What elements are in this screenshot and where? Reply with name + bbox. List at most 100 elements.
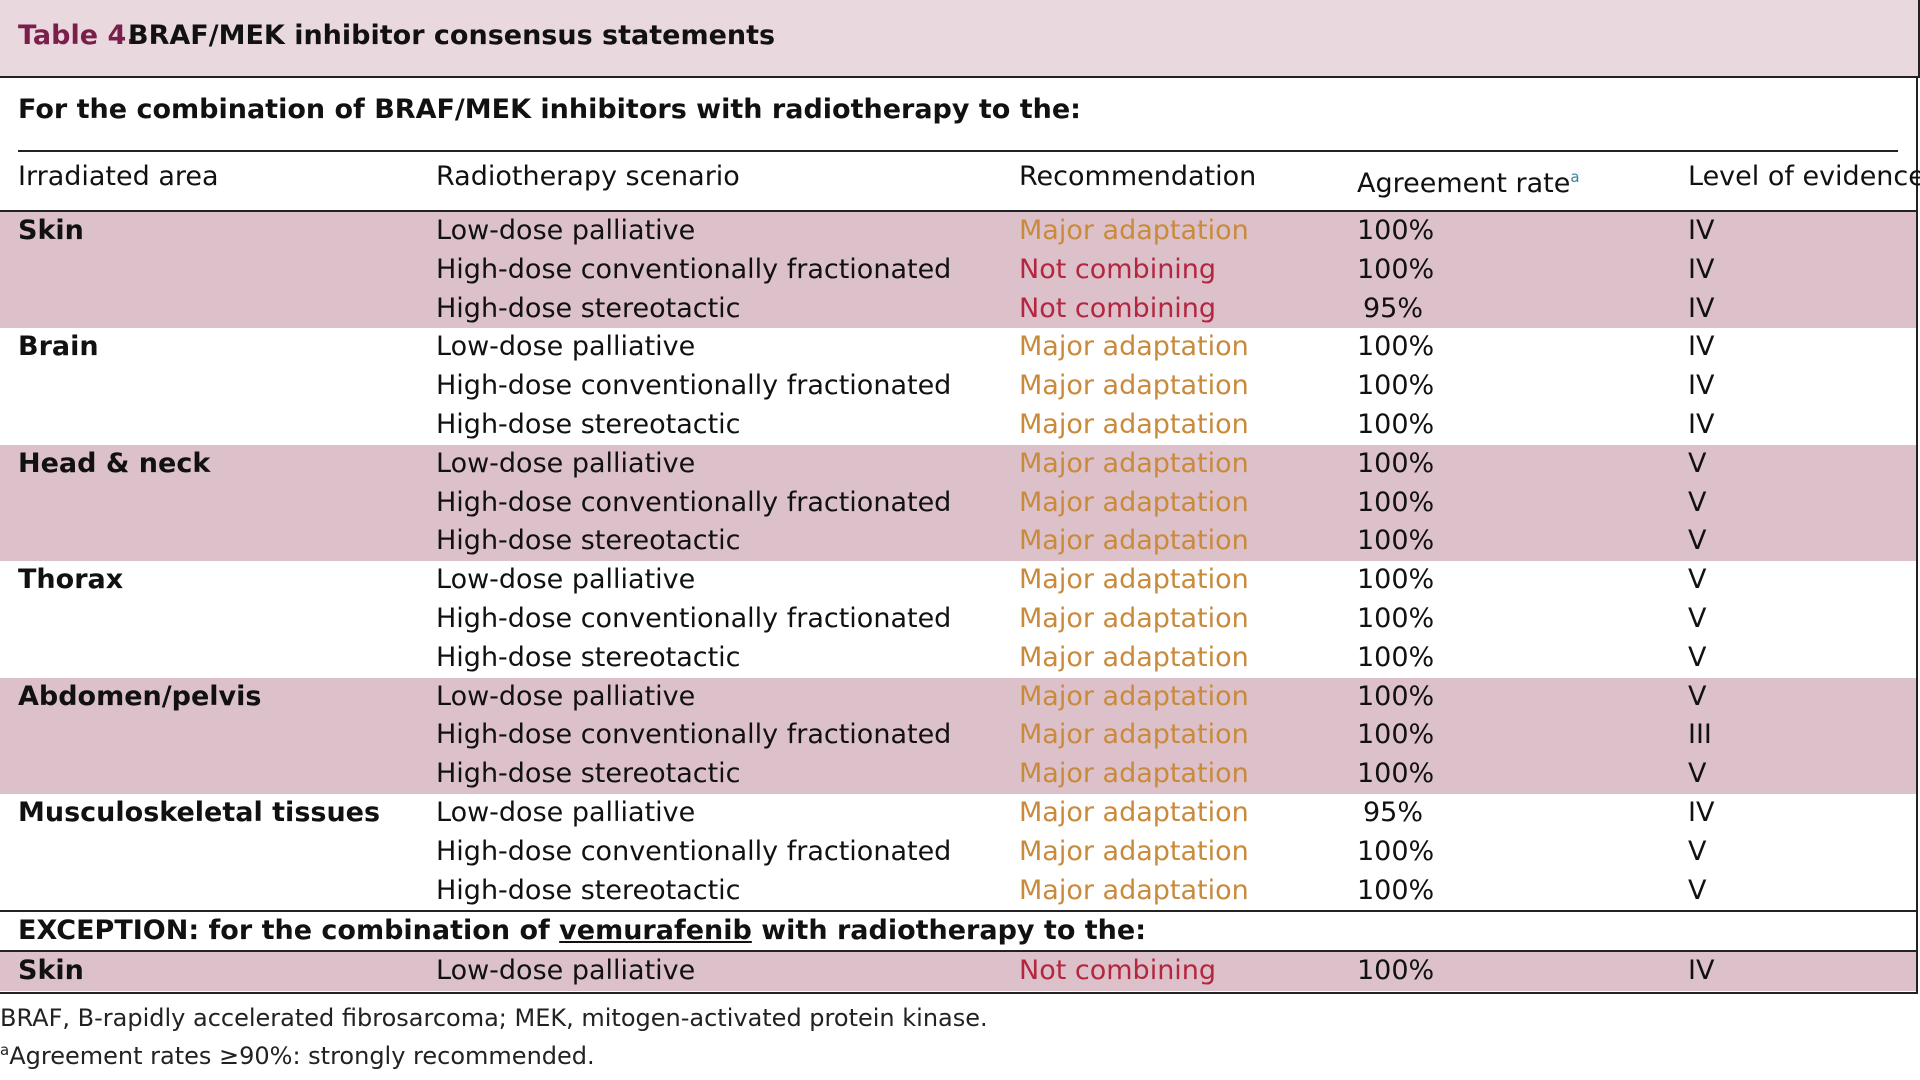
scenario: High-dose conventionally fractionated — [436, 253, 952, 285]
row-group: Brain Low-dose palliative Major adaptation… — [0, 328, 1916, 444]
agreement-rate: 100% — [1357, 486, 1435, 518]
scenario: High-dose stereotactic — [436, 292, 741, 324]
recommendation: Major adaptation — [1019, 564, 1249, 596]
agreement-rate: 95% — [1362, 797, 1423, 828]
recommendation: Major adaptation — [1019, 874, 1249, 906]
section-heading: For the combination of BRAF/MEK inhibito… — [18, 94, 1081, 125]
scenario: High-dose stereotactic — [436, 408, 741, 440]
evidence-level: V — [1688, 486, 1707, 518]
evidence-level: V — [1688, 874, 1707, 906]
title-bar: Table 4. BRAF/MEK inhibitor consensus st… — [0, 0, 1920, 78]
agreement-rate: 100% — [1357, 253, 1435, 285]
evidence-level: IV — [1688, 331, 1715, 363]
table: For the combination of BRAF/MEK inhibito… — [0, 78, 1920, 994]
scenario: Low-dose palliative — [436, 564, 696, 596]
recommendation: Not combining — [1019, 955, 1217, 987]
scenario: High-dose conventionally fractionated — [436, 370, 952, 402]
recommendation: Major adaptation — [1019, 447, 1249, 479]
recommendation: Major adaptation — [1019, 797, 1249, 828]
scenario: Low-dose palliative — [436, 447, 696, 479]
scenario: Low-dose palliative — [436, 680, 696, 712]
irradiated-area: Skin — [18, 955, 84, 987]
rule — [0, 910, 1916, 913]
evidence-level: III — [1688, 719, 1712, 751]
irradiated-area: Musculoskeletal tissues — [18, 797, 381, 828]
agreement-rate: 100% — [1357, 680, 1435, 712]
evidence-level: V — [1688, 564, 1707, 596]
agreement-rate: 100% — [1357, 758, 1435, 790]
evidence-level: IV — [1688, 253, 1715, 285]
scenario: Low-dose palliative — [436, 331, 696, 363]
recommendation: Major adaptation — [1019, 486, 1249, 518]
table-title: BRAF/MEK inhibitor consensus statements — [128, 20, 776, 51]
irradiated-area: Head & neck — [18, 447, 211, 479]
agreement-rate: 100% — [1357, 525, 1435, 557]
scenario: High-dose stereotactic — [436, 525, 741, 557]
irradiated-area: Skin — [18, 215, 84, 246]
evidence-level: IV — [1688, 955, 1715, 987]
agreement-rate: 100% — [1357, 370, 1435, 402]
recommendation: Major adaptation — [1019, 215, 1249, 246]
scenario: High-dose conventionally fractionated — [436, 486, 952, 518]
recommendation: Not combining — [1019, 292, 1217, 324]
evidence-level: IV — [1688, 408, 1715, 440]
row-group: Abdomen/pelvis Low-dose palliative Major a… — [0, 677, 1916, 794]
scenario: High-dose conventionally fractionated — [436, 719, 952, 751]
footnote-text: BRAF, B-rapidly accelerated fibrosarcoma… — [0, 1004, 988, 1032]
table-label: Table 4. — [18, 20, 137, 51]
recommendation: Major adaptation — [1019, 525, 1249, 557]
footnote-text: Agreement rates ≥90%: strongly recommend… — [9, 1042, 595, 1070]
rule — [0, 950, 1916, 953]
evidence-level: IV — [1688, 797, 1715, 828]
exception-heading: EXCEPTION: for the combination of vemura… — [18, 912, 1146, 950]
rule — [0, 210, 1916, 212]
agreement-rate: 95% — [1362, 292, 1423, 324]
scenario: Low-dose palliative — [436, 797, 696, 828]
recommendation: Major adaptation — [1019, 602, 1249, 634]
scenario: High-dose conventionally fractionated — [436, 835, 952, 867]
heading-part: EXCEPTION: for the combination of — [18, 915, 560, 947]
footnote: BRAF, B-rapidly accelerated fibrosarcoma… — [0, 1004, 988, 1032]
footnote-mark: a — [1570, 168, 1580, 186]
irradiated-area: Abdomen/pelvis — [18, 680, 262, 712]
agreement-rate: 100% — [1357, 331, 1435, 363]
recommendation: Major adaptation — [1019, 758, 1249, 790]
row-group: Skin Low-dose palliative Major adaptation 1… — [0, 212, 1916, 329]
irradiated-area: Brain — [18, 331, 99, 363]
recommendation: Major adaptation — [1019, 370, 1249, 402]
heading-part: with radiotherapy to the: — [751, 915, 1147, 947]
agreement-rate: 100% — [1357, 408, 1435, 440]
scenario: High-dose stereotactic — [436, 758, 741, 790]
evidence-level: IV — [1688, 370, 1715, 402]
recommendation: Major adaptation — [1019, 719, 1249, 751]
scenario: Low-dose palliative — [436, 955, 696, 987]
scenario: Low-dose palliative — [436, 215, 696, 246]
agreement-rate: 100% — [1357, 602, 1435, 634]
heading-part: vemurafenib — [559, 915, 752, 947]
column-header: Irradiated area — [18, 161, 219, 192]
row-group: Musculoskeletal tissues Low-dose palliati… — [0, 794, 1916, 910]
agreement-rate: 100% — [1357, 835, 1435, 867]
agreement-rate: 100% — [1357, 564, 1435, 596]
agreement-rate: 100% — [1357, 641, 1435, 673]
column-header: Level of evidence — [1688, 161, 1920, 192]
evidence-level: V — [1688, 641, 1707, 673]
recommendation: Major adaptation — [1019, 835, 1249, 867]
recommendation: Major adaptation — [1019, 680, 1249, 712]
recommendation: Major adaptation — [1019, 408, 1249, 440]
column-header: Agreement ratea — [1357, 168, 1580, 199]
scenario: High-dose stereotactic — [436, 874, 741, 906]
row-group: Thorax Low-dose palliative Major adaptatio… — [0, 561, 1916, 677]
recommendation: Major adaptation — [1019, 641, 1249, 673]
agreement-rate: 100% — [1357, 215, 1435, 246]
column-header: Recommendation — [1019, 161, 1257, 192]
footnote-mark: a — [0, 1041, 10, 1059]
row-group: Head & neck Low-dose palliative Major adap… — [0, 444, 1916, 562]
row-group: Skin Low-dose palliative Not combining 100%… — [0, 952, 1916, 992]
evidence-level: V — [1688, 680, 1707, 712]
agreement-rate: 100% — [1357, 447, 1435, 479]
agreement-rate: 100% — [1357, 874, 1435, 906]
evidence-level: IV — [1688, 292, 1715, 324]
evidence-level: V — [1688, 525, 1707, 557]
